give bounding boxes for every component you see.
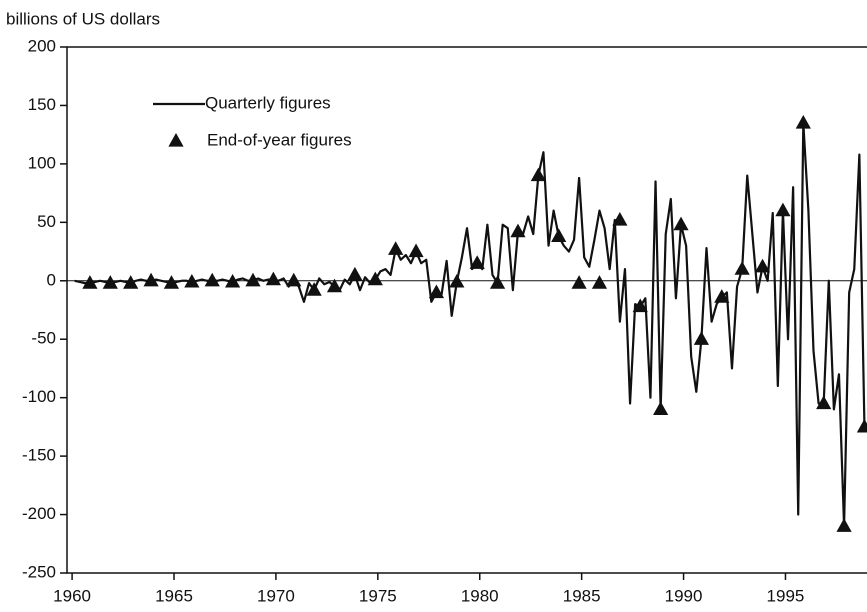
x-tick-label: 1980 — [461, 586, 499, 605]
end-of-year-marker — [326, 278, 343, 293]
x-tick-label: 1970 — [257, 586, 295, 605]
end-of-year-marker — [306, 282, 322, 296]
x-tick-label: 1985 — [563, 586, 601, 605]
end-of-year-marker — [775, 202, 791, 217]
end-of-year-marker — [123, 275, 139, 289]
y-tick-label: 200 — [28, 36, 56, 55]
end-of-year-marker — [143, 272, 159, 287]
legend-label: End-of-year figures — [207, 130, 352, 149]
end-of-year-marker — [551, 228, 567, 242]
end-of-year-marker — [530, 167, 546, 182]
x-tick-label: 1990 — [665, 586, 703, 605]
y-tick-label: 100 — [28, 153, 56, 172]
x-tick-label: 1960 — [53, 586, 91, 605]
end-of-year-marker — [591, 275, 608, 289]
x-tick-label: 1975 — [359, 586, 397, 605]
end-of-year-marker — [184, 273, 200, 288]
x-tick-label: 1995 — [767, 586, 805, 605]
end-of-year-marker — [754, 258, 771, 273]
end-of-year-marker — [245, 272, 261, 287]
end-of-year-marker — [856, 418, 867, 433]
end-of-year-marker — [836, 518, 852, 532]
end-of-year-marker — [367, 271, 383, 286]
end-of-year-marker — [571, 275, 587, 289]
y-tick-label: -200 — [22, 504, 56, 523]
end-of-year-marker — [489, 275, 506, 289]
y-axis-label: billions of US dollars — [6, 9, 160, 28]
legend-label: Quarterly figures — [205, 93, 331, 112]
y-tick-label: -150 — [22, 446, 56, 465]
end-of-year-marker — [510, 223, 526, 238]
end-of-year-marker — [428, 284, 445, 299]
y-tick-label: -100 — [22, 387, 56, 406]
end-of-year-marker — [408, 243, 424, 258]
end-of-year-marker — [816, 395, 832, 410]
y-tick-label: -250 — [22, 562, 56, 581]
end-of-year-marker — [163, 275, 180, 289]
end-of-year-marker — [714, 289, 730, 303]
end-of-year-marker — [673, 216, 689, 231]
end-of-year-marker — [734, 261, 750, 275]
end-of-year-marker — [795, 114, 811, 129]
y-tick-label: 0 — [47, 270, 56, 289]
end-of-year-marker — [225, 273, 241, 288]
x-tick-label: 1965 — [155, 586, 193, 605]
legend-marker — [168, 133, 184, 147]
end-of-year-marker — [347, 266, 363, 281]
y-tick-label: 150 — [28, 95, 56, 114]
plot-frame — [66, 46, 867, 574]
end-of-year-marker — [102, 275, 118, 289]
end-of-year-marker — [653, 401, 669, 415]
y-tick-label: -50 — [31, 329, 56, 348]
end-of-year-marker — [632, 298, 648, 313]
end-of-year-marker — [612, 211, 628, 226]
end-of-year-marker — [286, 272, 302, 287]
end-of-year-marker — [469, 255, 485, 269]
end-of-year-marker — [449, 273, 465, 288]
y-tick-label: 50 — [37, 212, 56, 231]
end-of-year-marker — [204, 272, 220, 287]
end-of-year-marker — [388, 241, 404, 255]
end-of-year-marker — [265, 271, 281, 286]
end-of-year-marker — [82, 275, 98, 289]
end-of-year-marker — [693, 331, 709, 345]
quarterly-line — [74, 121, 866, 528]
